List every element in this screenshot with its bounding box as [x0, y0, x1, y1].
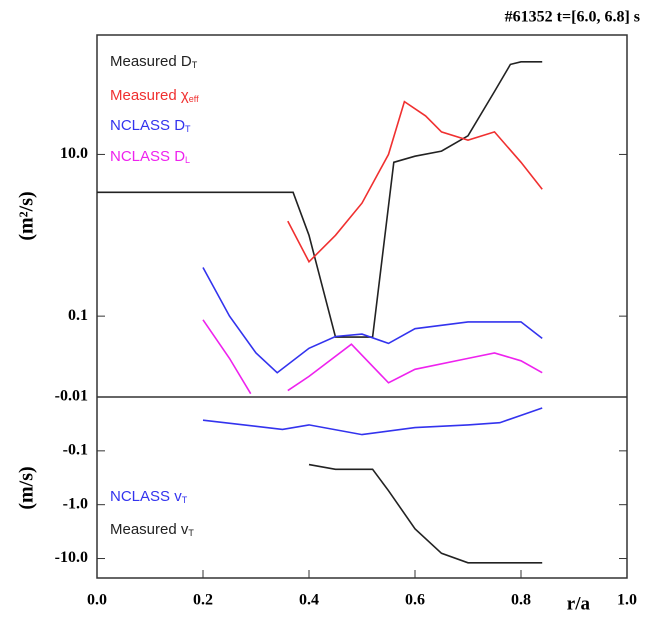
series-line — [202, 267, 543, 374]
y-axis-label: (m²/s) — [16, 191, 38, 240]
legend-subscript: T — [188, 528, 194, 538]
y-tick-label: 0.1 — [68, 307, 88, 324]
y-tick-label: -0.01 — [55, 388, 88, 405]
x-tick-label: 0.2 — [193, 592, 213, 609]
series-line — [308, 463, 543, 564]
x-tick-label: 0.4 — [299, 592, 319, 609]
legend-label: Measured χ — [110, 87, 189, 104]
legend-label: Measured D — [110, 53, 192, 70]
legend-subscript: T — [182, 495, 188, 505]
legend-label: NCLASS D — [110, 117, 185, 134]
y-tick-label: 10.0 — [60, 145, 88, 162]
x-tick-label: 0.6 — [405, 592, 425, 609]
chart-title: #61352 t=[6.0, 6.8] s — [505, 9, 640, 26]
legend-subscript: L — [185, 155, 190, 165]
y-axis-label: (m/s) — [16, 466, 38, 509]
series-line — [287, 100, 543, 264]
legend-subscript: eff — [189, 94, 199, 104]
legend-label: Measured v — [110, 521, 189, 538]
legend-label: NCLASS D — [110, 148, 185, 165]
series-line — [202, 407, 543, 436]
x-tick-label: 0.8 — [511, 592, 531, 609]
series-line — [287, 343, 543, 392]
legend-entry: Measured vT — [110, 521, 194, 538]
legend-subscript: T — [192, 60, 198, 70]
x-tick-label: 1.0 — [617, 592, 637, 609]
y-tick-label: -1.0 — [63, 495, 88, 512]
legend-subscript: T — [185, 124, 191, 134]
legend-entry: Measured χeff — [110, 87, 199, 104]
x-axis-label: r/a — [567, 593, 591, 614]
legend-label: NCLASS v — [110, 488, 182, 505]
legend-entry: Measured DT — [110, 53, 198, 70]
legend-entry: NCLASS DL — [110, 148, 190, 165]
y-tick-label: -0.1 — [63, 442, 88, 459]
series-line — [202, 319, 252, 395]
x-tick-label: 0.0 — [87, 592, 107, 609]
y-tick-label: -10.0 — [55, 549, 88, 566]
plot-frame — [96, 34, 628, 579]
legend-entry: NCLASS vT — [110, 488, 188, 505]
legend-entry: NCLASS DT — [110, 117, 191, 134]
